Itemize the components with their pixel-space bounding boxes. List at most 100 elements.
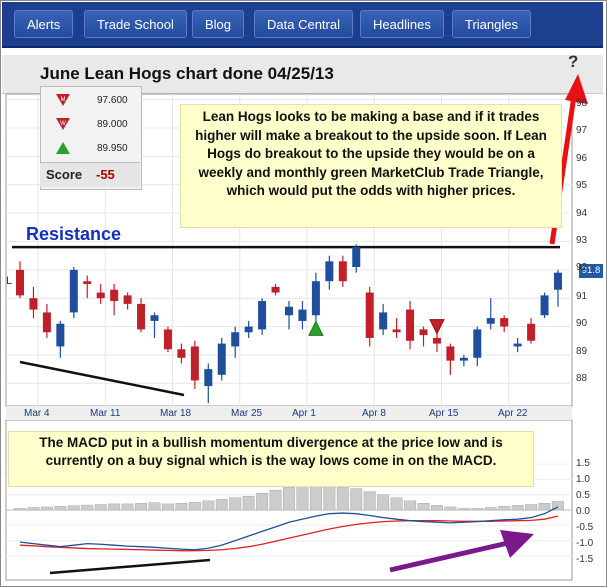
macd-histogram-bar <box>175 503 188 511</box>
x-tick-label: Mar 11 <box>90 408 121 419</box>
candle-body <box>231 332 240 347</box>
macd-histogram-bar <box>498 506 511 511</box>
y-tick-label: 94 <box>576 208 588 219</box>
candle-body <box>29 298 38 310</box>
candle-body <box>163 329 172 350</box>
y-tick-label: 89 <box>576 346 588 357</box>
macd-histogram-bar <box>336 486 349 511</box>
nav-blog-button[interactable]: Blog <box>192 10 245 38</box>
nav-triangles-button[interactable]: Triangles <box>452 10 531 38</box>
nav-alerts-button[interactable]: Alerts <box>14 10 74 38</box>
macd-tick-label: -1.5 <box>576 554 594 565</box>
macd-histogram-bar <box>457 508 470 511</box>
macd-histogram-bar <box>377 494 390 511</box>
x-tick-label: Apr 15 <box>429 408 459 419</box>
y-tick-label: 95 <box>576 180 588 191</box>
signal-row-daily: 89.950 <box>41 137 141 159</box>
y-tick-label: 88 <box>576 373 588 384</box>
macd-histogram-bar <box>283 486 295 511</box>
candle-body <box>459 357 468 361</box>
candle-body <box>446 346 455 361</box>
purple-arrow-head <box>500 530 534 558</box>
macd-histogram-bar <box>309 484 322 511</box>
macd-trendline <box>49 558 211 575</box>
macd-histogram-bar <box>552 501 564 511</box>
macd-histogram-bar <box>215 499 228 511</box>
macd-histogram-bar <box>390 497 403 511</box>
macd-line <box>19 506 559 551</box>
candle-body <box>513 343 522 347</box>
candle-body <box>69 269 78 313</box>
score-label: Score <box>46 167 83 182</box>
macd-tick-label: 0.5 <box>576 490 590 501</box>
candle-body <box>244 326 253 333</box>
left-edge-marker: L <box>6 275 13 287</box>
candle-body <box>392 329 401 333</box>
macd-histogram-bar <box>323 485 336 511</box>
candle-body <box>96 292 105 299</box>
score-value: -55 <box>96 167 115 182</box>
candle-body <box>137 303 146 330</box>
y-tick-label: 91 <box>576 291 588 302</box>
chart-title: June Lean Hogs chart done 04/25/13 <box>40 64 334 83</box>
candle-body <box>271 286 280 293</box>
macd-histogram-bar <box>14 508 26 511</box>
x-tick-label: Mar 4 <box>24 408 50 419</box>
candle-body <box>298 309 307 321</box>
candle-body <box>473 329 482 358</box>
red-down-triangle-icon: M <box>56 94 70 106</box>
macd-histogram-bar <box>444 506 457 511</box>
macd-histogram-bar <box>242 495 255 511</box>
x-tick-label: Apr 1 <box>292 408 316 419</box>
macd-histogram-bar <box>229 497 242 511</box>
macd-histogram-bar <box>538 503 551 511</box>
nav-trade-school-button[interactable]: Trade School <box>84 10 187 38</box>
macd-histogram-bar <box>511 505 524 511</box>
signal-value-monthly: 97.600 <box>97 95 128 106</box>
candle-body <box>123 295 132 304</box>
resistance-label: Resistance <box>26 224 122 244</box>
macd-histogram-bar <box>81 504 94 511</box>
macd-histogram-bar <box>94 504 107 511</box>
x-axis-band <box>6 406 572 420</box>
help-icon[interactable]: ? <box>568 52 579 71</box>
macd-histogram-bar <box>148 502 161 511</box>
candle-body <box>365 292 374 338</box>
macd-tick-label: 0.0 <box>576 506 590 517</box>
top-nav-bar: Alerts Trade School Blog Data Central He… <box>2 2 603 48</box>
macd-histogram-bar <box>202 500 215 511</box>
macd-histogram-bar <box>121 503 134 511</box>
candle-body <box>325 261 334 282</box>
candle-body <box>500 318 509 327</box>
macd-histogram-bar <box>404 500 417 511</box>
macd-histogram-bar <box>417 503 430 511</box>
macd-histogram-bar <box>27 507 40 511</box>
candle-body <box>190 346 199 381</box>
green-up-triangle-icon <box>308 320 324 336</box>
signal-row-monthly: M 97.600 <box>41 89 141 111</box>
candle-body <box>16 269 24 296</box>
candle-body <box>338 261 347 282</box>
svg-text:W: W <box>60 121 66 127</box>
macd-tick-label: -0.5 <box>576 522 594 533</box>
candle-body <box>352 247 361 268</box>
candle-body <box>379 312 388 330</box>
candle-body <box>419 329 428 336</box>
macd-histogram-bar <box>525 504 538 511</box>
signal-value-daily: 89.950 <box>97 143 128 154</box>
last-price-tag: 91.8 <box>579 264 603 278</box>
macd-histogram-bar <box>67 505 80 511</box>
candle-body <box>204 369 213 387</box>
candle-body <box>258 301 267 330</box>
nav-headlines-button[interactable]: Headlines <box>360 10 444 38</box>
macd-histogram-bar <box>363 491 376 511</box>
candle-body <box>177 349 186 358</box>
candle-body <box>406 309 415 341</box>
macd-histogram-bar <box>188 502 201 511</box>
x-tick-label: Mar 25 <box>231 408 263 419</box>
nav-data-central-button[interactable]: Data Central <box>254 10 353 38</box>
candle-body <box>217 343 226 375</box>
macd-histogram-bar <box>256 492 269 511</box>
candle-body <box>527 323 536 341</box>
candle-body <box>150 315 159 321</box>
